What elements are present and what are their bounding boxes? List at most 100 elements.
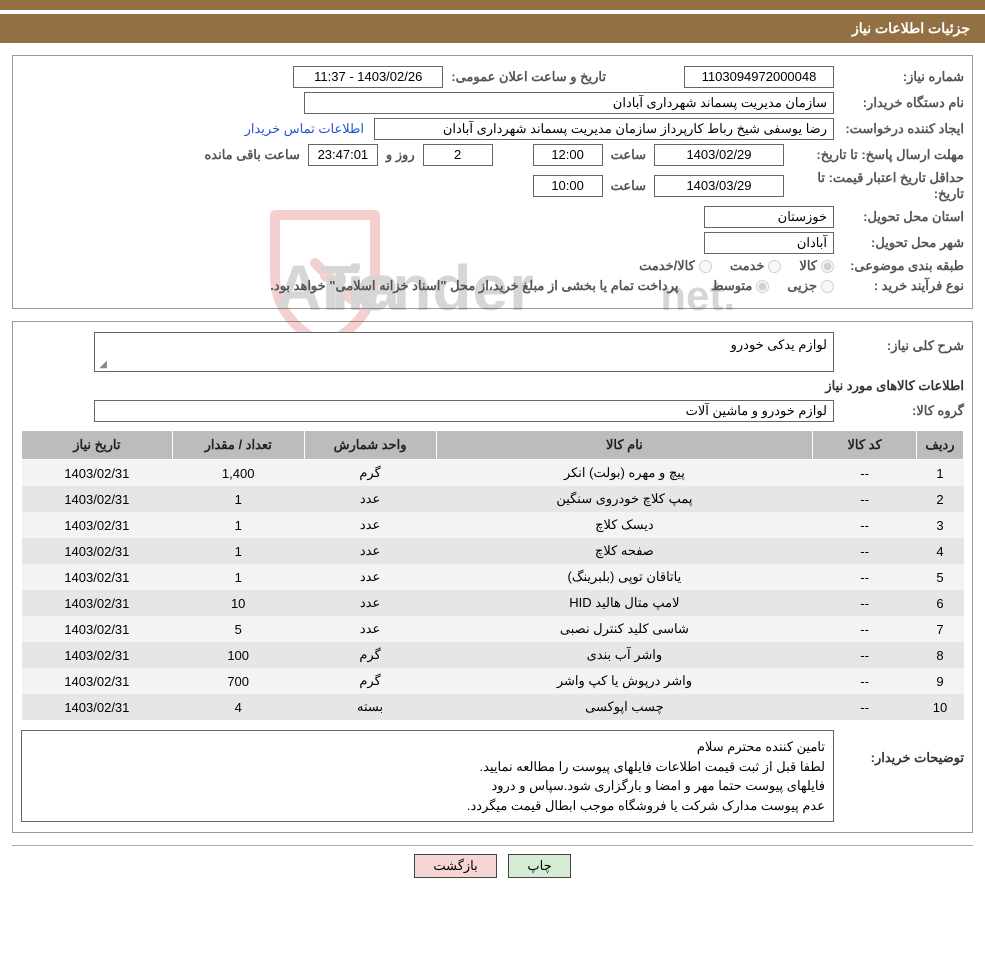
cell-idx: 1 [916,460,963,487]
requester-label: ایجاد کننده درخواست: [834,121,964,137]
cell-date: 1403/02/31 [22,564,173,590]
cell-idx: 3 [916,512,963,538]
cell-name: چسب اپوکسی [436,694,813,720]
footer-separator [12,845,973,846]
table-row: 9--واشر درپوش یا کپ واشرگرم7001403/02/31 [22,668,964,694]
cell-date: 1403/02/31 [22,642,173,668]
info-panel: شماره نیاز: 1103094972000048 تاریخ و ساع… [12,55,973,309]
group-value: لوازم خودرو و ماشین آلات [94,400,834,422]
cell-idx: 4 [916,538,963,564]
cell-idx: 2 [916,486,963,512]
cell-unit: گرم [304,668,436,694]
countdown-value: 23:47:01 [308,144,378,166]
cell-idx: 8 [916,642,963,668]
cell-unit: عدد [304,590,436,616]
table-row: 7--شاسی کلید کنترل نصبیعدد51403/02/31 [22,616,964,642]
th-code: کد کالا [813,431,917,460]
cls-kala-khidmat-option[interactable]: کالا/خدمت [639,258,712,274]
back-button[interactable]: بازگشت [414,854,496,878]
buyer-note-line: لطفا قبل از ثبت قیمت اطلاعات فایلهای پیو… [30,757,825,777]
announce-dt-value: 1403/02/26 - 11:37 [293,66,443,88]
city-label: شهر محل تحویل: [834,235,964,251]
resize-handle-icon: ◢ [97,359,107,369]
items-heading: اطلاعات کالاهای مورد نیاز [21,378,964,394]
cell-date: 1403/02/31 [22,512,173,538]
table-row: 8--واشر آب بندیگرم1001403/02/31 [22,642,964,668]
cell-date: 1403/02/31 [22,694,173,720]
cell-name: واشر آب بندی [436,642,813,668]
th-name: نام کالا [436,431,813,460]
remaining-label: ساعت باقی مانده [196,147,307,163]
cell-code: -- [813,564,917,590]
cell-code: -- [813,486,917,512]
reply-time-label: ساعت [603,147,654,163]
cell-qty: 5 [172,616,304,642]
cell-idx: 10 [916,694,963,720]
buyer-org-label: نام دستگاه خریدار: [834,95,964,111]
buyer-notes-value: تامین کننده محترم سلاملطفا قبل از ثبت قی… [21,730,834,822]
th-unit: واحد شمارش [304,431,436,460]
cell-qty: 1 [172,486,304,512]
cell-qty: 1 [172,512,304,538]
cell-date: 1403/02/31 [22,460,173,487]
cell-date: 1403/02/31 [22,486,173,512]
cell-qty: 100 [172,642,304,668]
cell-unit: عدد [304,616,436,642]
cell-qty: 4 [172,694,304,720]
cell-code: -- [813,642,917,668]
buyer-note-line: فایلهای پیوست حتما مهر و امضا و بارگزاری… [30,776,825,796]
pt-jozei-option[interactable]: جزیی [787,278,834,294]
table-row: 6--لامپ متال هالید HIDعدد101403/02/31 [22,590,964,616]
cls-khidmat-option[interactable]: خدمت [730,258,782,274]
cell-unit: عدد [304,538,436,564]
cell-qty: 1 [172,538,304,564]
announce-dt-label: تاریخ و ساعت اعلان عمومی: [443,69,614,85]
cell-name: لامپ متال هالید HID [436,590,813,616]
table-row: 3--دیسک کلاچعدد11403/02/31 [22,512,964,538]
reply-time-value: 12:00 [533,144,603,166]
pt-motavaset-option[interactable]: متوسط [711,278,769,294]
days-label: روز و [378,147,423,163]
pv-time-label: ساعت [603,178,654,194]
buyer-org-value: سازمان مدیریت پسماند شهرداری آبادان [304,92,834,114]
cell-code: -- [813,460,917,487]
cell-idx: 9 [916,668,963,694]
reply-deadline-label: مهلت ارسال پاسخ: تا تاریخ: [784,147,964,163]
pv-time-value: 10:00 [533,175,603,197]
cell-code: -- [813,512,917,538]
th-qty: تعداد / مقدار [172,431,304,460]
cell-name: شاسی کلید کنترل نصبی [436,616,813,642]
city-value: آبادان [704,232,834,254]
cell-date: 1403/02/31 [22,616,173,642]
cell-unit: گرم [304,642,436,668]
items-panel: شرح کلی نیاز: لوازم یدکی خودرو ◢ اطلاعات… [12,321,973,833]
cell-name: صفحه کلاچ [436,538,813,564]
cell-idx: 5 [916,564,963,590]
top-brand-bar [0,0,985,10]
table-row: 1--پیچ و مهره (بولت) انکرگرم1,4001403/02… [22,460,964,487]
table-row: 10--چسب اپوکسیبسته41403/02/31 [22,694,964,720]
page-title: جزئیات اطلاعات نیاز [0,14,985,43]
purchase-type-note: پرداخت تمام یا بخشی از مبلغ خرید،از محل … [270,278,693,294]
cell-code: -- [813,590,917,616]
cell-name: پیچ و مهره (بولت) انکر [436,460,813,487]
buyer-contact-link[interactable]: اطلاعات تماس خریدار [245,121,374,137]
cell-unit: عدد [304,564,436,590]
items-table: ردیف کد کالا نام کالا واحد شمارش تعداد /… [21,430,964,720]
cls-kala-option[interactable]: کالا [799,258,834,274]
print-button[interactable]: چاپ [508,854,570,878]
cell-code: -- [813,668,917,694]
cell-unit: بسته [304,694,436,720]
cell-unit: عدد [304,486,436,512]
reply-date-value: 1403/02/29 [654,144,784,166]
cell-unit: عدد [304,512,436,538]
cell-code: -- [813,616,917,642]
cell-qty: 1,400 [172,460,304,487]
pv-date-value: 1403/03/29 [654,175,784,197]
price-validity-label: حداقل تاریخ اعتبار قیمت: تا تاریخ: [784,170,964,202]
cell-qty: 700 [172,668,304,694]
cell-name: پمپ کلاچ خودروی سنگین [436,486,813,512]
cell-date: 1403/02/31 [22,590,173,616]
province-label: استان محل تحویل: [834,209,964,225]
buyer-note-line: تامین کننده محترم سلام [30,737,825,757]
